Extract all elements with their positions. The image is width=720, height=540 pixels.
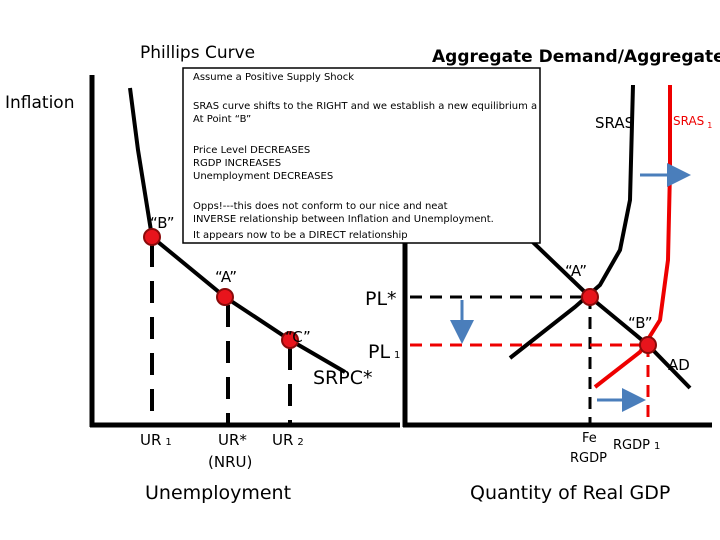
- sras1-curve: [593, 85, 672, 389]
- sras-label: SRAS: [595, 114, 634, 132]
- left-title: Phillips Curve: [140, 43, 255, 63]
- curve-label: SRPC*: [313, 367, 373, 389]
- rgdp1-label: RGDP 1: [613, 438, 660, 453]
- points: [143, 228, 657, 354]
- note-line: SRAS curve shifts to the RIGHT and we es…: [193, 101, 537, 112]
- ur2-label: UR 2: [272, 431, 304, 449]
- note-line: Unemployment DECREASES: [193, 171, 333, 182]
- pl1-label: PL 1: [368, 341, 400, 363]
- note-line: At Point “B”: [193, 114, 251, 125]
- point-label: “C”: [285, 328, 311, 346]
- right-title: Aggregate Demand/Aggregate Supply: [432, 47, 720, 67]
- ad-curve: [513, 223, 692, 390]
- note-line: Assume a Positive Supply Shock: [193, 72, 354, 83]
- shift-arrows: [450, 163, 691, 412]
- dashed-guides: [150, 245, 292, 425]
- point-label: “B”: [150, 214, 175, 232]
- sras-curve: [508, 84, 635, 360]
- note-text: Assume a Positive Supply Shock SRAS curv…: [193, 72, 537, 241]
- note-box: [182, 67, 541, 244]
- ad-label: AD: [668, 356, 690, 374]
- point-label: “A”: [215, 268, 237, 286]
- pl-star-label: PL*: [365, 288, 397, 310]
- note-line: RGDP INCREASES: [193, 158, 281, 169]
- y-axis-label: Inflation: [5, 93, 74, 113]
- x-axis-label: Unemployment: [145, 482, 291, 504]
- nru-label: (NRU): [208, 453, 252, 471]
- fe-rgdp-label: RGDP: [570, 451, 607, 466]
- note-line: Opps!---this does not conform to our nic…: [193, 201, 448, 212]
- note-line: Price Level DECREASES: [193, 145, 310, 156]
- x-axis-label: Quantity of Real GDP: [470, 482, 670, 504]
- ur-star-label: UR*: [218, 431, 247, 449]
- point-label: “A”: [565, 262, 587, 280]
- fe-label: Fe: [582, 431, 597, 446]
- note-line: It appears now to be a DIRECT relationsh…: [193, 230, 408, 241]
- point-label: “B”: [628, 314, 653, 332]
- note-line: INVERSE relationship between Inflation a…: [193, 214, 494, 225]
- srpc-curve: [128, 87, 347, 374]
- ur1-label: UR 1: [140, 431, 172, 449]
- sras1-label: SRAS 1: [673, 114, 712, 130]
